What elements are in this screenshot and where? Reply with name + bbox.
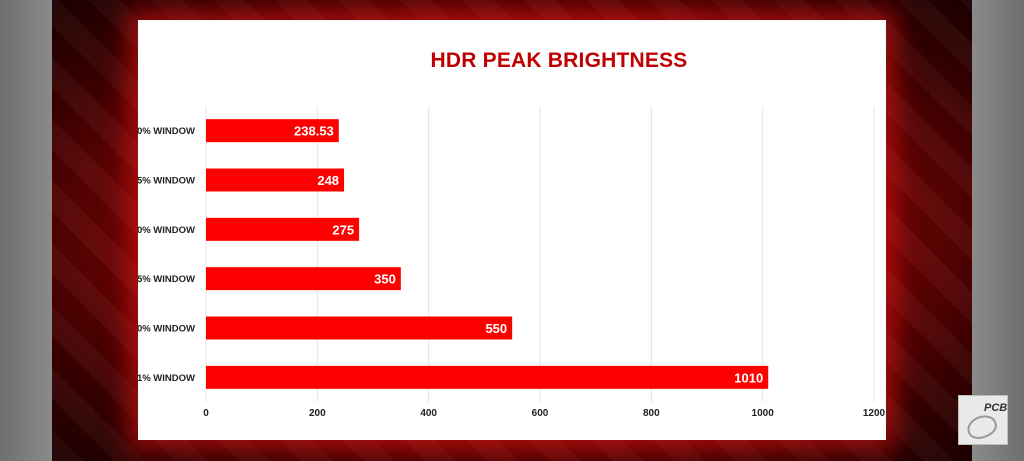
x-tick-label: 400	[420, 408, 437, 419]
bar-value-label: 1010	[734, 370, 763, 385]
bar-value-label: 550	[485, 321, 507, 336]
bar	[206, 217, 360, 241]
category-label: 25% WINDOW	[138, 274, 195, 285]
x-tick-label: 600	[532, 408, 549, 419]
category-label: 10% WINDOW	[138, 324, 195, 335]
right-letterbox	[972, 0, 1024, 461]
chart-title: HDR PEAK BRIGHTNESS	[431, 49, 688, 72]
bar	[206, 316, 513, 340]
bar	[206, 267, 401, 291]
bar	[206, 365, 769, 389]
bar-chart: 0 200 400 600 800 1000 1200 100% WINDOW 238.53 75…	[138, 49, 886, 419]
category-label: 1% WINDOW	[138, 373, 195, 384]
bar-value-label: 350	[374, 272, 396, 287]
bar	[206, 168, 345, 192]
bar-value-label: 248	[317, 173, 339, 188]
bar-value-label: 275	[332, 222, 354, 237]
bar	[206, 119, 339, 143]
x-tick-label: 1200	[863, 408, 886, 419]
x-tick-label: 0	[203, 408, 209, 419]
x-tick-label: 1000	[752, 408, 775, 419]
mouse-icon	[964, 411, 1000, 443]
gridlines	[205, 106, 875, 402]
category-label: 100% WINDOW	[138, 126, 195, 137]
chart-panel: 0 200 400 600 800 1000 1200 100% WINDOW 238.53 75…	[138, 20, 886, 440]
category-label: 75% WINDOW	[138, 176, 195, 187]
bar-value-label: 238.53	[294, 124, 334, 139]
bars	[206, 119, 769, 389]
labels: 0 200 400 600 800 1000 1200 100% WINDOW 238.53 75…	[138, 124, 886, 419]
left-letterbox	[0, 0, 52, 461]
category-label: 50% WINDOW	[138, 225, 195, 236]
pcb-logo-watermark: PCB	[958, 395, 1008, 445]
x-tick-label: 800	[643, 408, 660, 419]
x-tick-label: 200	[309, 408, 326, 419]
watermark-text: PCB	[984, 402, 1008, 414]
